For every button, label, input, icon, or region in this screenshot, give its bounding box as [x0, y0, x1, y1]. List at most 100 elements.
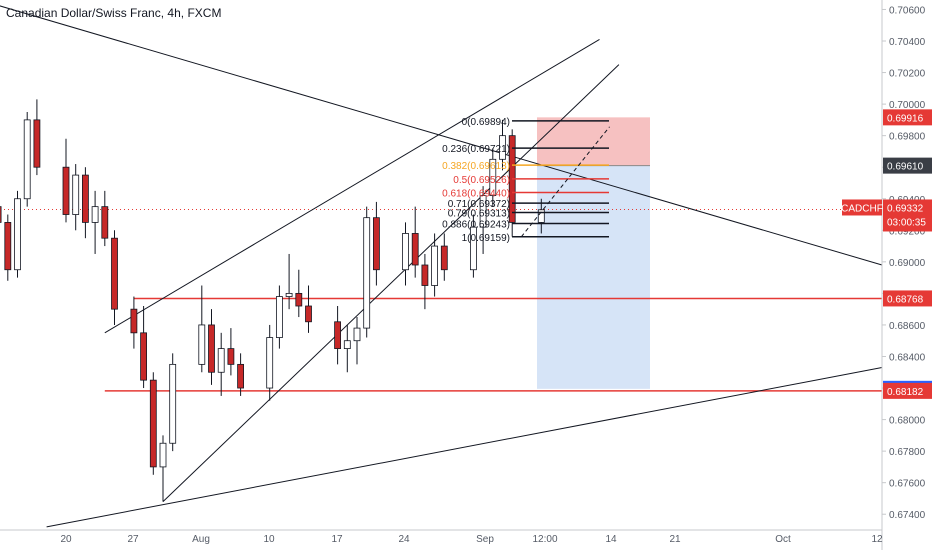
fib-level-label: 0.382(0.69613)	[442, 161, 510, 172]
candle-body	[285, 292, 293, 297]
time-axis: 20 27 Aug 10 17 24 Sep 12:00 14 21 Oct 12	[0, 529, 883, 545]
horizontal-lines	[0, 208, 882, 392]
time-tick-label: 27	[127, 534, 139, 545]
fib-level-label: 0.5(0.69526)	[453, 175, 510, 186]
price-labels: 0.69916 0.69610 CADCHF 0.69332 03:00:35 0.687…	[841, 109, 932, 399]
trend-lines	[0, 5, 883, 528]
time-tick-label: 20	[60, 534, 72, 545]
fib-level-label: 0.618(0.69440)	[442, 188, 510, 199]
time-tick-label: 24	[398, 534, 410, 545]
candle-body	[0, 206, 2, 223]
time-tick-label: 10	[263, 534, 275, 545]
fib-level-label: 1(0.69159)	[462, 233, 510, 244]
price-tick-label: 0.69000	[889, 258, 926, 269]
position-zones	[537, 117, 650, 389]
candle-body	[23, 119, 31, 200]
price-tick-label: 0.70400	[889, 37, 926, 48]
candle-body	[440, 245, 448, 271]
fib-level-label: 0.236(0.69721)	[442, 144, 510, 155]
fib-level-label: 0.886(0.69243)	[442, 220, 510, 231]
current-price-text: 0.69332	[887, 203, 924, 214]
symbol-tag	[842, 199, 882, 216]
time-tick-label: Oct	[775, 534, 791, 545]
candle-body	[489, 158, 497, 196]
current-price-tag	[883, 199, 932, 232]
candle-body	[469, 226, 477, 271]
candle-body	[91, 206, 99, 223]
entry-label-tag	[883, 157, 932, 174]
candle-body	[266, 337, 274, 389]
fib-level-label: 0.71(0.69372)	[448, 199, 510, 210]
resistance-label: 0.68768	[887, 294, 924, 305]
candle-body	[14, 198, 21, 271]
symbol-name: Canadian Dollar/Swiss Franc	[6, 6, 161, 20]
candle-body	[130, 308, 138, 334]
price-axis: 0.674000.676000.678000.680000.682000.684…	[881, 0, 932, 550]
candle-body	[363, 217, 371, 329]
candle-body	[343, 340, 351, 350]
time-tick-label: 12:00	[532, 534, 557, 545]
resistance-label-tag	[883, 290, 932, 307]
exchange: FXCM	[187, 6, 222, 20]
price-tick-label: 0.67800	[889, 447, 926, 458]
candles	[0, 99, 545, 502]
candle-body	[275, 296, 283, 338]
symbol-tag-text: CADCHF	[841, 203, 883, 214]
time-tick-label: 12	[871, 534, 883, 545]
candle-body	[411, 233, 419, 266]
time-tick-label: 21	[669, 534, 681, 545]
price-tick-label: 0.67400	[889, 510, 926, 521]
fib-level-label: 0(0.69894)	[462, 117, 510, 128]
chart-title: Canadian Dollar/Swiss Franc, 4h, FXCM	[6, 6, 222, 20]
candle-body	[237, 363, 245, 389]
candle-body	[140, 332, 148, 381]
candle-body	[4, 222, 12, 271]
candle-body	[227, 348, 235, 365]
fib-trend-line	[520, 126, 610, 238]
stop-label: 0.69916	[887, 113, 924, 124]
countdown-timer: 03:00:35	[887, 217, 926, 228]
candle-body	[149, 379, 157, 468]
price-axis-background	[882, 0, 932, 550]
candle-body	[499, 135, 506, 160]
target-zone	[537, 165, 650, 389]
time-tick-label: Sep	[476, 534, 494, 545]
candle-body	[372, 217, 380, 271]
fibonacci-retracement: 0(0.69894) 0.236(0.69721) 0.382(0.69613) 0.…	[442, 117, 610, 244]
stop-zone	[537, 117, 650, 166]
candle-body	[479, 195, 487, 228]
price-tick-label: 0.68400	[889, 352, 926, 363]
entry-label: 0.69610	[887, 162, 924, 173]
wedge-upper-line	[104, 39, 600, 334]
candle-body	[353, 327, 361, 342]
candle-body	[421, 264, 429, 286]
price-tick-label: 0.69200	[889, 226, 926, 237]
price-tick-label: 0.70600	[889, 5, 926, 16]
time-tick-label: 17	[331, 534, 343, 545]
price-tick-label: 0.68600	[889, 321, 926, 332]
interval: 4h	[167, 6, 181, 20]
candle-body	[111, 237, 118, 310]
candle-body	[101, 206, 109, 239]
time-tick-label: 14	[605, 534, 617, 545]
wedge-lower-line	[162, 64, 620, 502]
support-label: 0.68182	[887, 387, 924, 398]
candle-body	[82, 174, 89, 223]
price-tick-label: 0.69800	[889, 132, 926, 143]
candle-body	[72, 174, 80, 215]
candle-body	[33, 119, 41, 168]
price-tick-label: 0.70000	[889, 100, 926, 111]
price-tick-label: 0.70200	[889, 69, 926, 80]
fib-level-label: 0.79(0.69313)	[448, 208, 510, 219]
support-label-tag	[883, 382, 932, 399]
candle-body	[295, 292, 303, 307]
candle-body	[62, 166, 70, 215]
candle-body	[431, 245, 439, 286]
time-tick-label: Aug	[192, 534, 210, 545]
candle-body	[217, 348, 225, 373]
candle-body	[169, 363, 177, 444]
stop-label-tag	[883, 109, 932, 126]
descending-line	[0, 5, 883, 266]
